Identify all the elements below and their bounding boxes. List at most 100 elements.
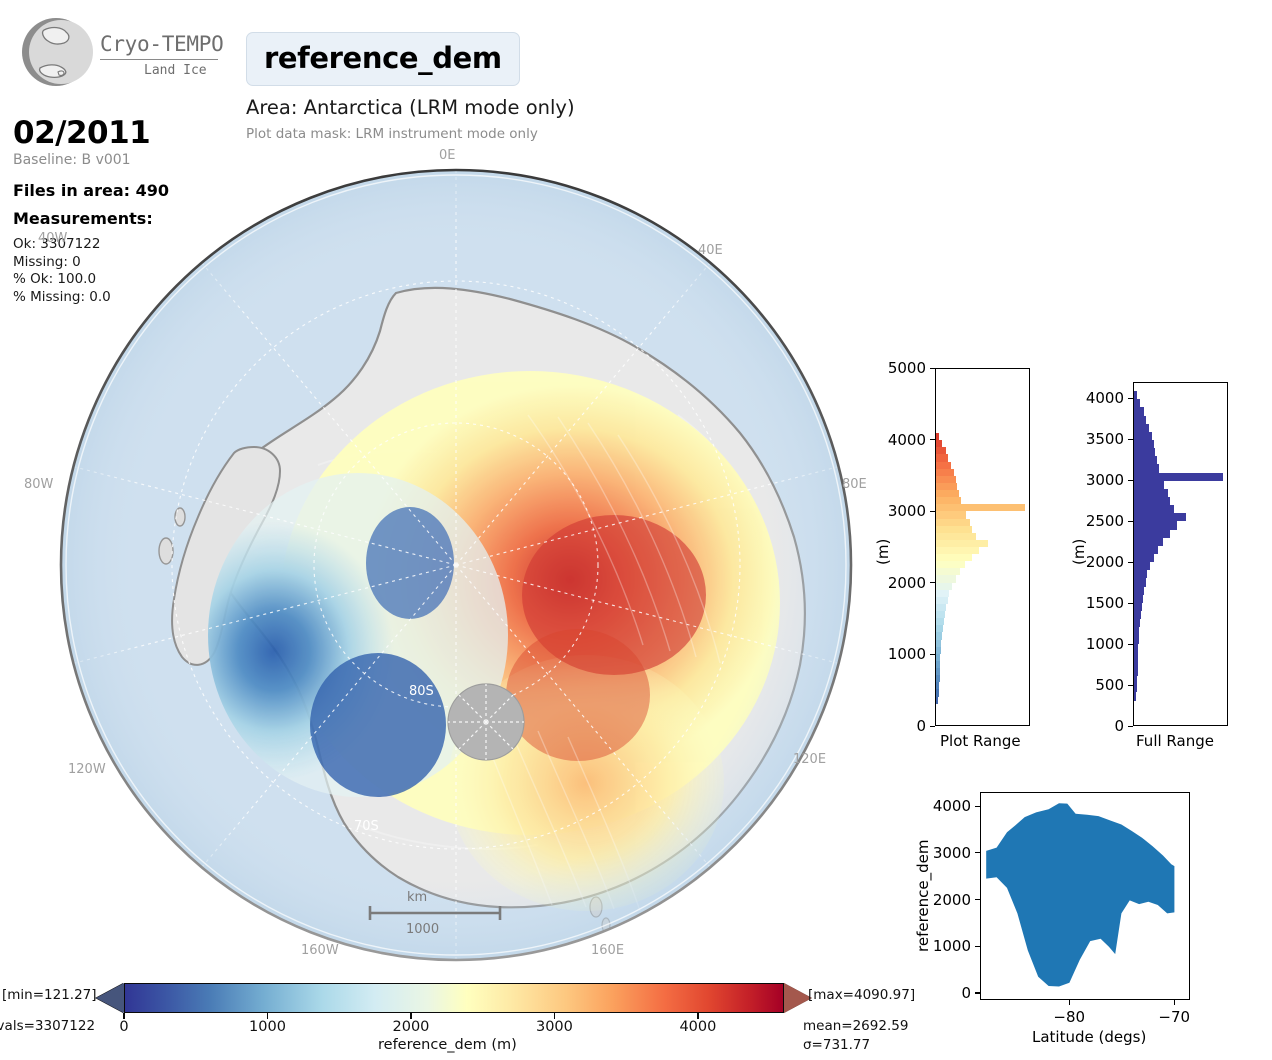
axis-tick — [975, 945, 980, 947]
colorbar-tick — [410, 1013, 412, 1019]
measurements-list: Ok: 3307122 Missing: 0 % Ok: 100.0 % Mis… — [13, 236, 111, 306]
date-label: 02/2011 — [13, 115, 151, 151]
axis-tick — [1068, 1000, 1070, 1005]
axis-tick — [930, 725, 935, 727]
colorbar-over-arrow — [784, 983, 812, 1013]
axis-tick-label: 3500 — [1085, 430, 1124, 449]
axis-tick-label: 2000 — [932, 890, 971, 909]
axis-tick — [1128, 438, 1133, 441]
axis-tick — [930, 510, 935, 512]
parameter-title-badge: reference_dem — [246, 32, 520, 86]
map-meridian-80W: 80W — [24, 477, 54, 492]
colorbar-tick-label: 3000 — [535, 1019, 573, 1035]
axis-tick — [1128, 520, 1133, 522]
axis-tick — [1128, 643, 1133, 645]
colorbar-tick-label: 2000 — [392, 1019, 430, 1035]
colorbar-tick — [123, 1013, 125, 1019]
plot-range-histogram[interactable]: 0 1000 2000 3000 4000 5000 Plot Range (m) — [860, 359, 1060, 770]
axis-tick-label: 4000 — [1085, 389, 1124, 408]
full-range-bars — [1134, 383, 1227, 725]
measurement-ok: Ok: 3307122 — [13, 236, 101, 252]
map-parallel-80S: 80S — [409, 684, 434, 699]
axis-tick-label: 4000 — [887, 430, 926, 449]
axis-tick-label: −80 — [1053, 1008, 1086, 1026]
full-range-title: Full Range — [1136, 732, 1214, 750]
scatter-points — [981, 793, 1189, 999]
axis-tick — [1128, 602, 1133, 604]
axis-tick-label: 1000 — [932, 937, 971, 956]
axis-tick — [975, 992, 980, 994]
axis-tick-label: 1000 — [1085, 635, 1124, 654]
axis-tick — [1128, 725, 1133, 727]
logo-subtitle: Land Ice — [144, 63, 207, 78]
colorbar-tick-label: 1000 — [249, 1019, 286, 1035]
axis-tick — [930, 367, 935, 369]
map-meridian-40W: 40W — [38, 231, 68, 246]
axis-tick-label: 1000 — [887, 645, 926, 664]
map-meridian-40E: 40E — [698, 243, 723, 258]
axis-tick-label: 5000 — [887, 359, 926, 377]
measurement-pct-ok: % Ok: 100.0 — [13, 271, 97, 287]
colorbar-min-label: [min=121.27] — [2, 987, 97, 1003]
map-meridian-0E: 0E — [439, 148, 456, 163]
axis-tick — [1128, 397, 1133, 400]
axis-tick-label: 2500 — [1085, 512, 1124, 531]
scale-bar — [368, 906, 502, 920]
cryo-tempo-logo: Cryo-TEMPO Land Ice — [14, 10, 234, 96]
colorbar-tick-label: 0 — [119, 1019, 129, 1035]
map-meridian-160E: 160E — [591, 943, 625, 958]
axis-tick — [1128, 561, 1133, 563]
colorbar-nvals-label: nvals=3307122 — [0, 1018, 96, 1034]
colorbar-xlabel: reference_dem (m) — [378, 1037, 517, 1053]
map-meridian-120W: 120W — [68, 762, 106, 777]
axis-tick-label: 2000 — [887, 573, 926, 592]
colorbar-tick-label: 4000 — [679, 1019, 717, 1035]
axis-tick-label: 4000 — [932, 797, 971, 816]
axis-tick-label: 0 — [1114, 717, 1124, 735]
logo-title: Cryo-TEMPO — [100, 32, 224, 56]
axis-tick-label: 0 — [916, 717, 926, 735]
axis-tick — [1128, 684, 1133, 686]
map-meridian-120E: 120E — [793, 752, 827, 767]
colorbar-tick — [266, 1013, 269, 1019]
axis-tick — [1128, 479, 1133, 481]
colorbar-under-arrow — [96, 983, 124, 1013]
axis-tick-label: −70 — [1158, 1008, 1191, 1026]
full-range-ylabel: (m) — [1070, 538, 1088, 565]
colorbar-max-label: [max=4090.97] — [808, 987, 916, 1003]
map-meridian-160W: 160W — [301, 943, 339, 958]
axis-tick-label: 3000 — [1085, 471, 1124, 490]
antarctica-polar-map[interactable]: 0E 40E 80E 120E 160E 160W 120W 80W 40W 8… — [24, 148, 867, 965]
colorbar[interactable]: 0 1000 2000 3000 4000 reference_dem (m) [min… — [0, 975, 920, 1060]
scatter-ylabel: reference_dem — [914, 839, 932, 953]
map-meridian-80E: 80E — [842, 477, 867, 492]
mask-label: Plot data mask: LRM instrument mode only — [246, 126, 538, 142]
globe-antarctica-icon — [22, 18, 93, 86]
plot-range-ylabel: (m) — [874, 538, 892, 565]
plot-range-bars — [936, 369, 1029, 725]
full-range-histogram[interactable]: 0 500 1000 1500 2000 2500 3000 3500 4000 Full Ra… — [1058, 360, 1270, 770]
axis-tick — [975, 899, 980, 901]
logo-divider — [100, 59, 218, 60]
axis-tick-label: 500 — [1095, 676, 1124, 695]
latitude-scatter-plot[interactable]: 0 1000 2000 3000 4000 −80 −70 Latitude (degs) … — [880, 780, 1272, 1060]
plot-range-title: Plot Range — [940, 732, 1021, 750]
axis-tick-label: 3000 — [887, 502, 926, 521]
axis-tick-label: 0 — [961, 983, 971, 1002]
axis-tick — [975, 805, 980, 807]
axis-tick-label: 2000 — [1085, 553, 1124, 572]
scale-bar-unit: km — [407, 890, 428, 905]
colorbar-sigma-label: σ=731.77 — [803, 1037, 871, 1053]
axis-tick-label: 3000 — [932, 843, 971, 862]
measurement-pct-missing: % Missing: 0.0 — [13, 288, 111, 305]
files-in-area-label: Files in area: 490 — [13, 181, 169, 200]
axis-tick — [1173, 1000, 1175, 1005]
measurements-heading: Measurements: — [13, 209, 153, 228]
measurement-missing: Missing: 0 — [13, 253, 81, 270]
colorbar-gradient[interactable] — [124, 983, 784, 1013]
axis-tick-label: 1500 — [1085, 594, 1124, 613]
map-parallel-70S: 70S — [354, 819, 379, 834]
axis-tick — [975, 852, 980, 854]
scatter-xlabel: Latitude (degs) — [1032, 1028, 1147, 1046]
axis-tick — [930, 653, 935, 656]
